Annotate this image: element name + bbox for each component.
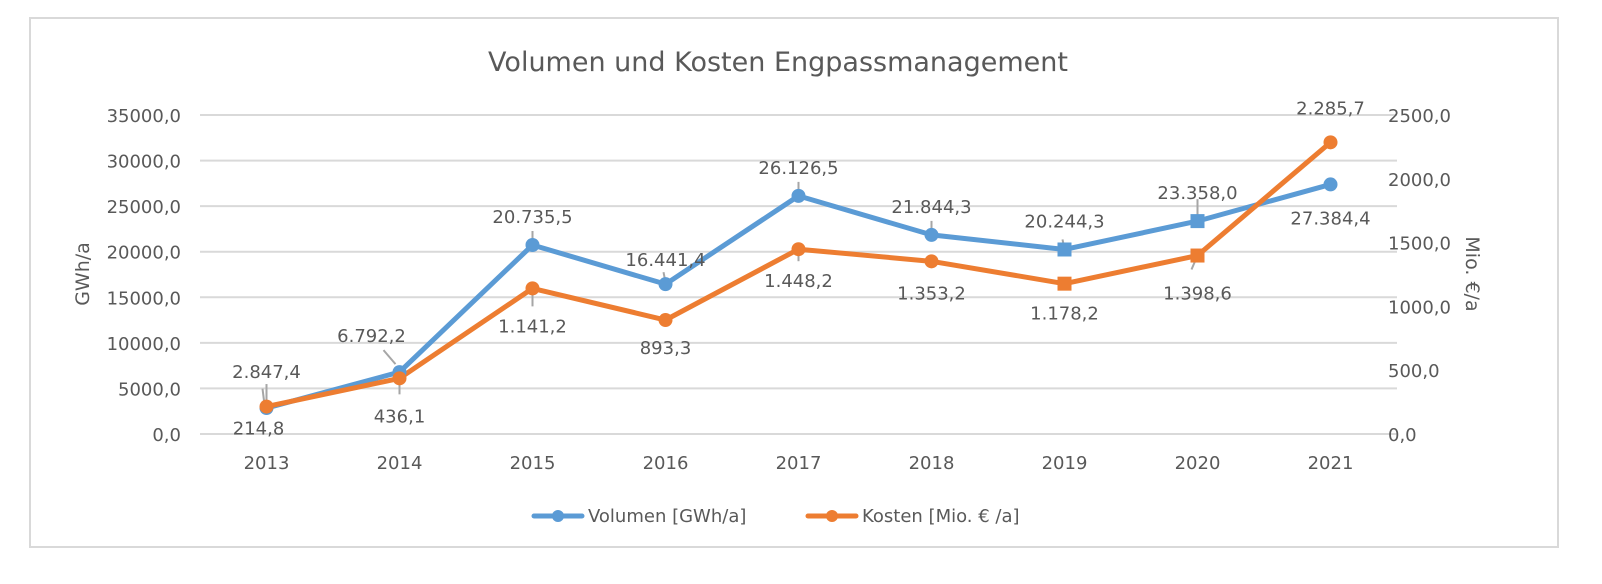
marker-circle	[525, 281, 540, 296]
x-tick: 2015	[510, 453, 556, 474]
data-label: 1.353,2	[897, 283, 966, 304]
marker-circle	[259, 399, 274, 414]
data-label: 1.141,2	[498, 316, 567, 337]
legend-item-kosten[interactable]: Kosten [Mio. € /a]	[805, 506, 1020, 527]
marker-square	[1057, 276, 1072, 291]
legend-item-volumen[interactable]: Volumen [GWh/a]	[531, 506, 746, 527]
data-label: 6.792,2	[337, 326, 406, 347]
y-tick-left: 30000,0	[107, 152, 181, 173]
y-tick-left: 25000,0	[107, 197, 181, 218]
marker-circle	[1323, 135, 1338, 150]
marker-square	[1190, 214, 1205, 229]
x-tick: 2013	[244, 453, 290, 474]
marker-square	[1190, 248, 1205, 263]
y-axis-left-ticks: 0,0 5000,0 10000,0 15000,0 20000,0 25000,0 300…	[107, 106, 181, 446]
data-label: 1.398,6	[1163, 284, 1232, 305]
data-label: 1.448,2	[764, 271, 833, 292]
x-tick: 2014	[377, 453, 423, 474]
y-tick-left: 35000,0	[107, 106, 181, 127]
legend: Volumen [GWh/a] Kosten [Mio. € /a]	[531, 506, 1020, 527]
x-tick: 2016	[643, 453, 689, 474]
y-tick-right: 0,0	[1388, 425, 1417, 446]
data-label: 214,8	[233, 419, 285, 440]
legend-label-kosten: Kosten [Mio. € /a]	[862, 506, 1020, 527]
y-tick-right: 1500,0	[1388, 234, 1451, 255]
y-tick-left: 10000,0	[107, 334, 181, 355]
marker-circle	[791, 242, 806, 257]
marker-circle	[658, 277, 673, 292]
data-label: 893,3	[640, 338, 692, 359]
legend-label-volumen: Volumen [GWh/a]	[588, 506, 746, 527]
data-label: 23.358,0	[1157, 183, 1237, 204]
data-label: 27.384,4	[1290, 208, 1370, 229]
x-tick: 2017	[776, 453, 822, 474]
y-tick-right: 1000,0	[1388, 297, 1451, 318]
y-tick-right: 500,0	[1388, 361, 1440, 382]
marker-circle	[392, 371, 407, 386]
data-label: 20.244,3	[1024, 211, 1104, 232]
marker-circle	[791, 188, 806, 203]
y-tick-left: 5000,0	[118, 379, 181, 400]
data-label: 26.126,5	[758, 158, 838, 179]
y-axis-right-label: Mio. €/a	[1461, 236, 1483, 311]
marker-square	[1057, 242, 1072, 257]
y-tick-left: 20000,0	[107, 243, 181, 264]
y-axis-left-label: GWh/a	[72, 242, 94, 306]
leader-line	[382, 349, 397, 365]
x-tick: 2018	[909, 453, 955, 474]
y-tick-right: 2000,0	[1388, 170, 1451, 191]
data-label: 436,1	[374, 406, 426, 427]
data-label: 2.285,7	[1296, 98, 1365, 119]
data-label: 16.441,4	[625, 250, 705, 271]
y-axis-right-ticks: 0,0 500,0 1000,0 1500,0 2000,0 2500,0	[1388, 106, 1451, 446]
legend-marker-volumen	[552, 510, 564, 522]
y-tick-right: 2500,0	[1388, 106, 1451, 127]
x-tick: 2019	[1042, 453, 1088, 474]
x-tick: 2020	[1175, 453, 1221, 474]
marker-circle	[1323, 177, 1338, 192]
data-label: 21.844,3	[891, 197, 971, 218]
data-labels: 2.847,4 6.792,2 20.735,5 16.441,4 26.126,5 21…	[232, 98, 1370, 439]
marker-circle	[924, 254, 939, 269]
marker-circle	[658, 313, 673, 328]
series-markers	[259, 135, 1338, 416]
y-tick-left: 0,0	[152, 425, 181, 446]
data-label: 2.847,4	[232, 362, 301, 383]
chart-frame	[29, 17, 1559, 548]
chart-title: Volumen und Kosten Engpassmanagement	[488, 47, 1068, 78]
marker-circle	[924, 227, 939, 242]
x-axis-ticks: 2013 2014 2015 2016 2017 2018 2019 2020 2021	[244, 453, 1354, 474]
data-label: 20.735,5	[492, 207, 572, 228]
y-tick-left: 15000,0	[107, 288, 181, 309]
legend-marker-kosten	[826, 510, 838, 522]
marker-circle	[525, 238, 540, 253]
x-tick: 2021	[1308, 453, 1354, 474]
data-label: 1.178,2	[1030, 304, 1099, 325]
